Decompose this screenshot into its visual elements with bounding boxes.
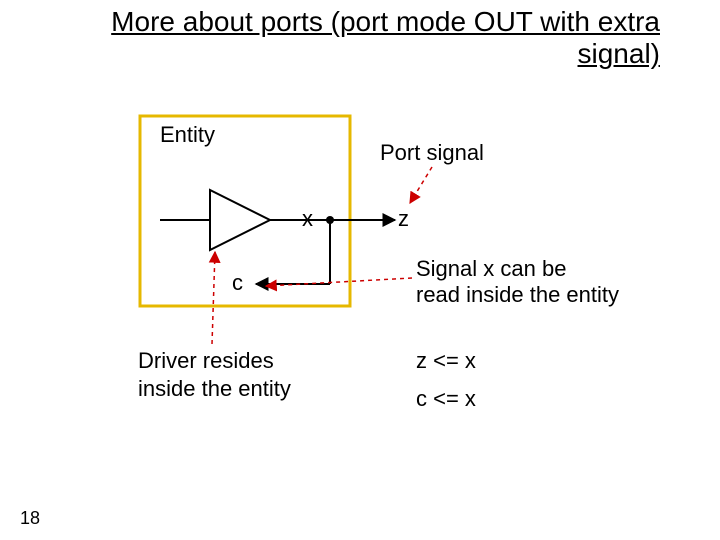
label-port-signal: Port signal	[380, 140, 484, 166]
label-entity: Entity	[160, 122, 215, 148]
label-z: z	[398, 206, 409, 232]
diagram-canvas	[0, 0, 720, 540]
note-line2: read inside the entity	[416, 282, 619, 308]
label-x: x	[302, 206, 313, 232]
page-number: 18	[20, 508, 40, 529]
code-line1: z <= x	[416, 348, 476, 374]
code-line2: c <= x	[416, 386, 476, 412]
note-line1: Signal x can be	[416, 256, 566, 282]
driver-line1: Driver resides	[138, 348, 274, 374]
driver-line2: inside the entity	[138, 376, 291, 402]
label-c: c	[232, 270, 243, 296]
